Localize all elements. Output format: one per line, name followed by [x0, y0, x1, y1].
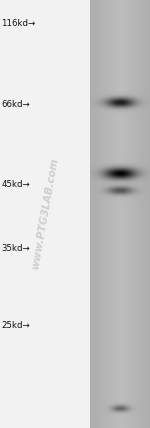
Text: 35kd→: 35kd→	[2, 244, 30, 253]
Bar	[0, 0, 90, 428]
Text: 116kd→: 116kd→	[2, 19, 36, 28]
Text: 25kd→: 25kd→	[2, 321, 30, 330]
Text: www.PTG3LAB.com: www.PTG3LAB.com	[30, 158, 60, 270]
Text: 66kd→: 66kd→	[2, 100, 30, 110]
Text: 45kd→: 45kd→	[2, 179, 30, 189]
